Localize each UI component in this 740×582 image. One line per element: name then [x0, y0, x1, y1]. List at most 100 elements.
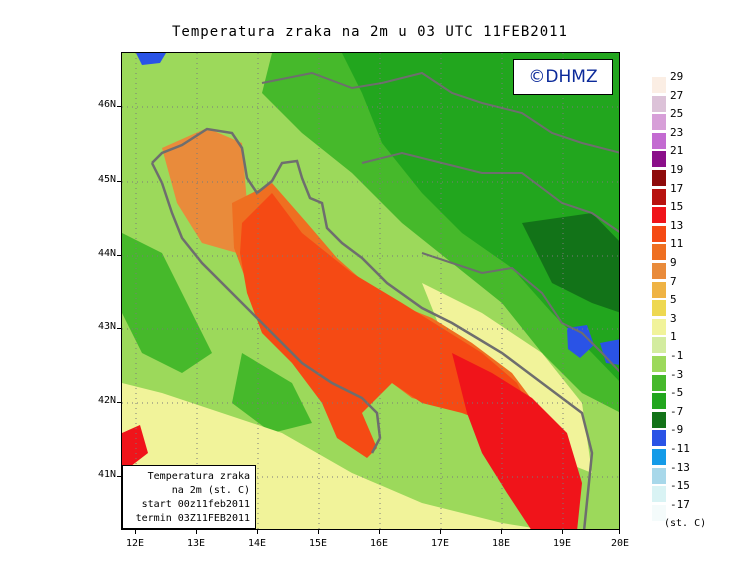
- legend-unit: (st. C): [664, 518, 707, 529]
- legend-swatch: [652, 318, 666, 335]
- legend-swatch: [652, 151, 666, 168]
- lat-label-41n: 41N: [97, 469, 116, 480]
- map-title: Temperatura zraka na 2m u 03 UTC 11FEB20…: [171, 24, 568, 40]
- legend-label: 15: [670, 200, 684, 214]
- legend-swatch: [652, 300, 666, 317]
- lon-label-19e: 19E: [552, 538, 572, 549]
- legend-label: 11: [670, 237, 684, 251]
- land-darker-ne: [342, 53, 619, 381]
- legend-label: 23: [670, 125, 684, 139]
- info-box: Temperatura zraka na 2m (st. C) start 00…: [122, 465, 256, 529]
- italian-coast: [150, 162, 382, 454]
- lon-tick: [379, 530, 380, 534]
- lon-tick: [257, 530, 258, 534]
- legend-swatch: [652, 449, 666, 465]
- lat-tick: [117, 106, 121, 107]
- legend-swatch: [652, 504, 666, 521]
- lon-label-16e: 16E: [369, 538, 389, 549]
- lon-label-14e: 14E: [247, 538, 267, 549]
- legend-swatch: [652, 430, 666, 447]
- legend-label: 19: [670, 163, 684, 176]
- info-line-1: Temperatura zraka: [147, 471, 250, 482]
- sw-hot: [122, 425, 148, 473]
- legend-swatch: [652, 95, 666, 112]
- temperature-map: ©DHMZ Temperatura zraka na 2m (st. C) st…: [121, 52, 620, 530]
- legend-label: 13: [670, 218, 684, 232]
- legend-swatch: [652, 263, 666, 279]
- legend-label: 29: [670, 70, 684, 83]
- legend-swatch: [652, 170, 666, 186]
- italy-mid-green-2: [232, 353, 312, 433]
- legend-swatch: [652, 467, 666, 484]
- legend-label: -3: [670, 367, 684, 381]
- lon-tick: [562, 530, 563, 534]
- legend-label: 7: [670, 274, 677, 288]
- legend-label: 1: [670, 330, 677, 344]
- lat-label-43n: 43N: [97, 321, 116, 332]
- coastline: [151, 127, 594, 529]
- legend-label: 17: [670, 181, 684, 195]
- lat-label-45n: 45N: [97, 174, 116, 185]
- lon-label-17e: 17E: [430, 538, 450, 549]
- legend-swatch: [652, 188, 666, 205]
- legend-label: -1: [670, 349, 684, 362]
- legend-swatch: [652, 77, 666, 93]
- legend-label: 9: [670, 256, 677, 269]
- lat-label-44n: 44N: [97, 248, 116, 259]
- lat-tick: [117, 476, 121, 477]
- legend-label: -13: [670, 460, 690, 474]
- legend-label: -7: [670, 404, 684, 418]
- land-darkest-patch: [522, 213, 619, 313]
- cold-blue-patch: [567, 325, 594, 358]
- legend-label: -5: [670, 386, 684, 400]
- legend-swatch: [652, 225, 666, 242]
- info-line-3: start 00z11feb2011: [141, 499, 250, 510]
- lat-tick: [117, 328, 121, 329]
- lon-tick: [135, 530, 136, 534]
- lon-label-15e: 15E: [308, 538, 328, 549]
- lon-label-20e: 20E: [610, 538, 630, 549]
- legend-label: 21: [670, 144, 684, 158]
- legend-swatch: [652, 411, 666, 428]
- italy-mid-green: [122, 233, 212, 373]
- lat-label-46n: 46N: [97, 99, 116, 110]
- legend-swatch: [652, 393, 666, 410]
- cold-blue-nw: [136, 53, 166, 65]
- lon-label-13e: 13E: [186, 538, 206, 549]
- legend-swatch: [652, 114, 666, 131]
- lon-label-18e: 18E: [491, 538, 511, 549]
- lon-tick: [196, 530, 197, 534]
- legend-swatch: [652, 374, 666, 391]
- legend-swatch: [652, 281, 666, 298]
- lat-tick: [117, 255, 121, 256]
- border-north: [261, 71, 619, 154]
- legend-label: 5: [670, 293, 677, 307]
- lon-tick: [440, 530, 441, 534]
- lon-tick: [318, 530, 319, 534]
- legend-swatch: [652, 486, 666, 503]
- legend-label: -11: [670, 442, 690, 455]
- legend-swatch: [652, 356, 666, 372]
- lon-tick: [619, 530, 620, 534]
- legend-label: -9: [670, 423, 684, 437]
- info-line-2: na 2m (st. C): [171, 485, 250, 496]
- legend-swatch: [652, 244, 666, 261]
- dhmz-logo: ©DHMZ: [513, 59, 613, 95]
- legend-swatch: [652, 207, 666, 224]
- legend-swatch: [652, 132, 666, 149]
- south-hot: [452, 353, 582, 529]
- graticule: [122, 53, 619, 529]
- sea-warm: [240, 193, 532, 458]
- legend-label: 25: [670, 107, 684, 121]
- border-east: [421, 252, 619, 373]
- temperature-field: [122, 53, 619, 529]
- legend-label: 27: [670, 88, 684, 102]
- lat-tick: [117, 402, 121, 403]
- legend-label: -17: [670, 497, 690, 511]
- cold-blue-patch-2: [600, 339, 619, 365]
- legend-label: -15: [670, 479, 690, 493]
- info-line-4: termin 03Z11FEB2011: [135, 513, 250, 524]
- legend-swatch: [652, 337, 666, 354]
- lat-tick: [117, 181, 121, 182]
- lon-label-12e: 12E: [125, 538, 145, 549]
